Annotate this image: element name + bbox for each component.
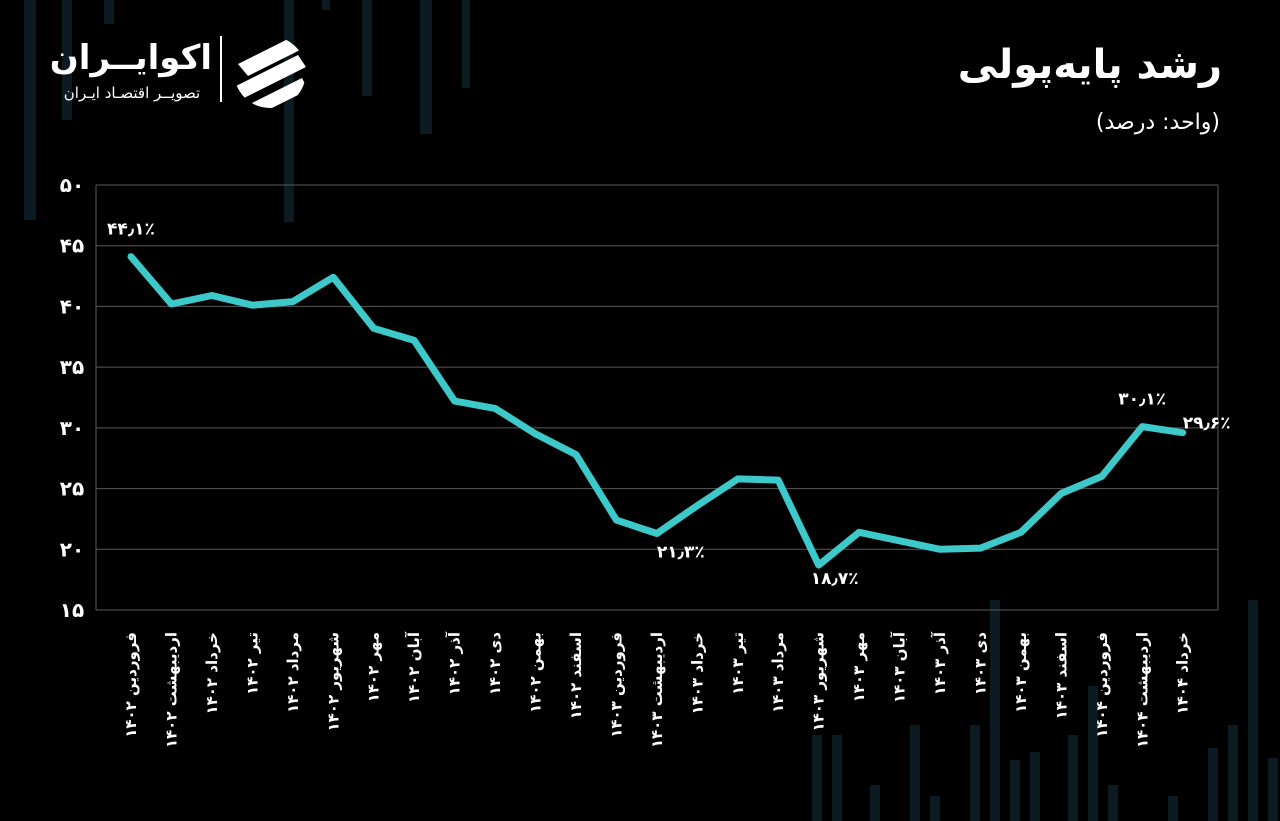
x-tick-label: اردیبهشت ۱۴۰۳ xyxy=(648,632,666,748)
decorative-bar xyxy=(284,0,294,222)
decorative-bar xyxy=(1108,785,1118,821)
x-tick-label: فروردین ۱۴۰۴ xyxy=(1093,632,1111,738)
decorative-bar xyxy=(812,735,822,821)
x-tick-label: اردیبهشت ۱۴۰۲ xyxy=(162,632,180,748)
data-labels: ۴۴٫۱٪ ۲۱٫۳٪ ۱۸٫۷٪ ۳۰٫۱٪ ۲۹٫۶٪ xyxy=(107,220,1231,589)
decorative-bar xyxy=(990,600,1000,821)
x-tick-label: شهریور ۱۴۰۲ xyxy=(324,632,342,732)
decorative-bar xyxy=(970,725,980,821)
decorative-bar xyxy=(1068,735,1078,821)
brand-emblem-icon xyxy=(236,36,306,108)
x-axis-tick-labels: فروردین ۱۴۰۲ اردیبهشت ۱۴۰۲ خرداد ۱۴۰۲ تیر ۱… xyxy=(122,631,1192,748)
y-tick-label: ۱۵ xyxy=(60,598,84,622)
x-tick-label: تیر ۱۴۰۳ xyxy=(729,632,747,695)
x-tick-label: دی ۱۴۰۲ xyxy=(486,632,504,696)
x-tick-label: بهمن ۱۴۰۲ xyxy=(527,632,545,713)
x-tick-label: خرداد ۱۴۰۲ xyxy=(203,632,221,715)
decorative-bar xyxy=(362,0,372,96)
x-tick-label: خرداد ۱۴۰۴ xyxy=(1174,632,1192,715)
decorative-bar xyxy=(1030,752,1040,821)
chart-subtitle: (واحد: درصد) xyxy=(1095,110,1220,135)
x-tick-label: بهمن ۱۴۰۳ xyxy=(1012,632,1030,713)
series-line xyxy=(127,253,1187,569)
y-axis-tick-labels: ۱۵ ۲۰ ۲۵ ۳۰ ۳۵ ۴۰ ۴۵ ۵۰ xyxy=(60,173,84,622)
chart-title: رشد پایه‌پولی xyxy=(957,42,1222,88)
decorative-bar xyxy=(832,735,842,821)
x-tick-label: دی ۱۴۰۳ xyxy=(971,632,989,696)
decorative-bar xyxy=(24,0,36,220)
brand-tagline: تصویــر اقتصـاد ایـران xyxy=(63,84,201,102)
x-tick-label: مرداد ۱۴۰۲ xyxy=(284,632,302,713)
decorative-background-bars xyxy=(24,0,1278,821)
x-tick-label: اسفند ۱۴۰۲ xyxy=(567,632,585,719)
y-tick-label: ۴۰ xyxy=(60,294,84,318)
x-tick-label: آذر ۱۴۰۲ xyxy=(446,631,464,695)
decorative-bar xyxy=(322,0,330,10)
data-label: ۲۱٫۳٪ xyxy=(657,543,705,563)
decorative-bar xyxy=(62,0,72,120)
decorative-bar xyxy=(1268,758,1278,821)
x-tick-label: آذر ۱۴۰۳ xyxy=(931,631,949,695)
decorative-bar xyxy=(930,796,940,821)
decorative-bar xyxy=(1088,686,1098,821)
y-tick-label: ۲۵ xyxy=(60,477,84,501)
x-tick-label: شهریور ۱۴۰۳ xyxy=(810,632,828,732)
decorative-bar xyxy=(1010,760,1020,821)
grid-lines xyxy=(95,184,1219,611)
y-tick-label: ۲۰ xyxy=(60,537,84,561)
x-tick-label: مرداد ۱۴۰۳ xyxy=(769,632,787,713)
x-tick-label: اسفند ۱۴۰۳ xyxy=(1052,632,1070,719)
decorative-bar xyxy=(910,725,920,821)
decorative-bar xyxy=(462,0,470,88)
data-label: ۲۹٫۶٪ xyxy=(1183,414,1231,434)
y-tick-label: ۳۵ xyxy=(60,355,84,379)
x-tick-label: فروردین ۱۴۰۳ xyxy=(607,632,625,738)
x-tick-label: مهر ۱۴۰۲ xyxy=(365,632,383,702)
decorative-bar xyxy=(1168,796,1178,821)
x-tick-label: تیر ۱۴۰۲ xyxy=(243,632,261,695)
decorative-bar xyxy=(1228,725,1238,821)
x-tick-label: اردیبهشت ۱۴۰۴ xyxy=(1133,632,1151,748)
decorative-bar xyxy=(104,0,114,24)
x-tick-label: مهر ۱۴۰۳ xyxy=(850,632,868,702)
decorative-bar xyxy=(1208,748,1218,821)
y-tick-label: ۵۰ xyxy=(60,173,84,197)
data-label: ۴۴٫۱٪ xyxy=(107,220,155,240)
x-tick-label: خرداد ۱۴۰۳ xyxy=(688,632,706,715)
data-label: ۱۸٫۷٪ xyxy=(811,569,859,589)
brand-logo-block: اکوایــران تصویــر اقتصـاد ایـران xyxy=(48,34,318,110)
y-tick-label: ۳۰ xyxy=(60,416,84,440)
x-tick-label: آبان ۱۴۰۳ xyxy=(891,631,909,703)
brand-divider xyxy=(220,36,222,102)
x-tick-label: آبان ۱۴۰۲ xyxy=(405,631,423,703)
x-tick-label: فروردین ۱۴۰۲ xyxy=(122,632,140,738)
data-label: ۳۰٫۱٪ xyxy=(1118,390,1166,410)
decorative-bar xyxy=(870,785,880,821)
y-tick-label: ۴۵ xyxy=(60,234,84,258)
decorative-bar xyxy=(420,0,432,134)
decorative-bar xyxy=(1248,600,1258,821)
brand-name: اکوایــران xyxy=(49,38,212,78)
